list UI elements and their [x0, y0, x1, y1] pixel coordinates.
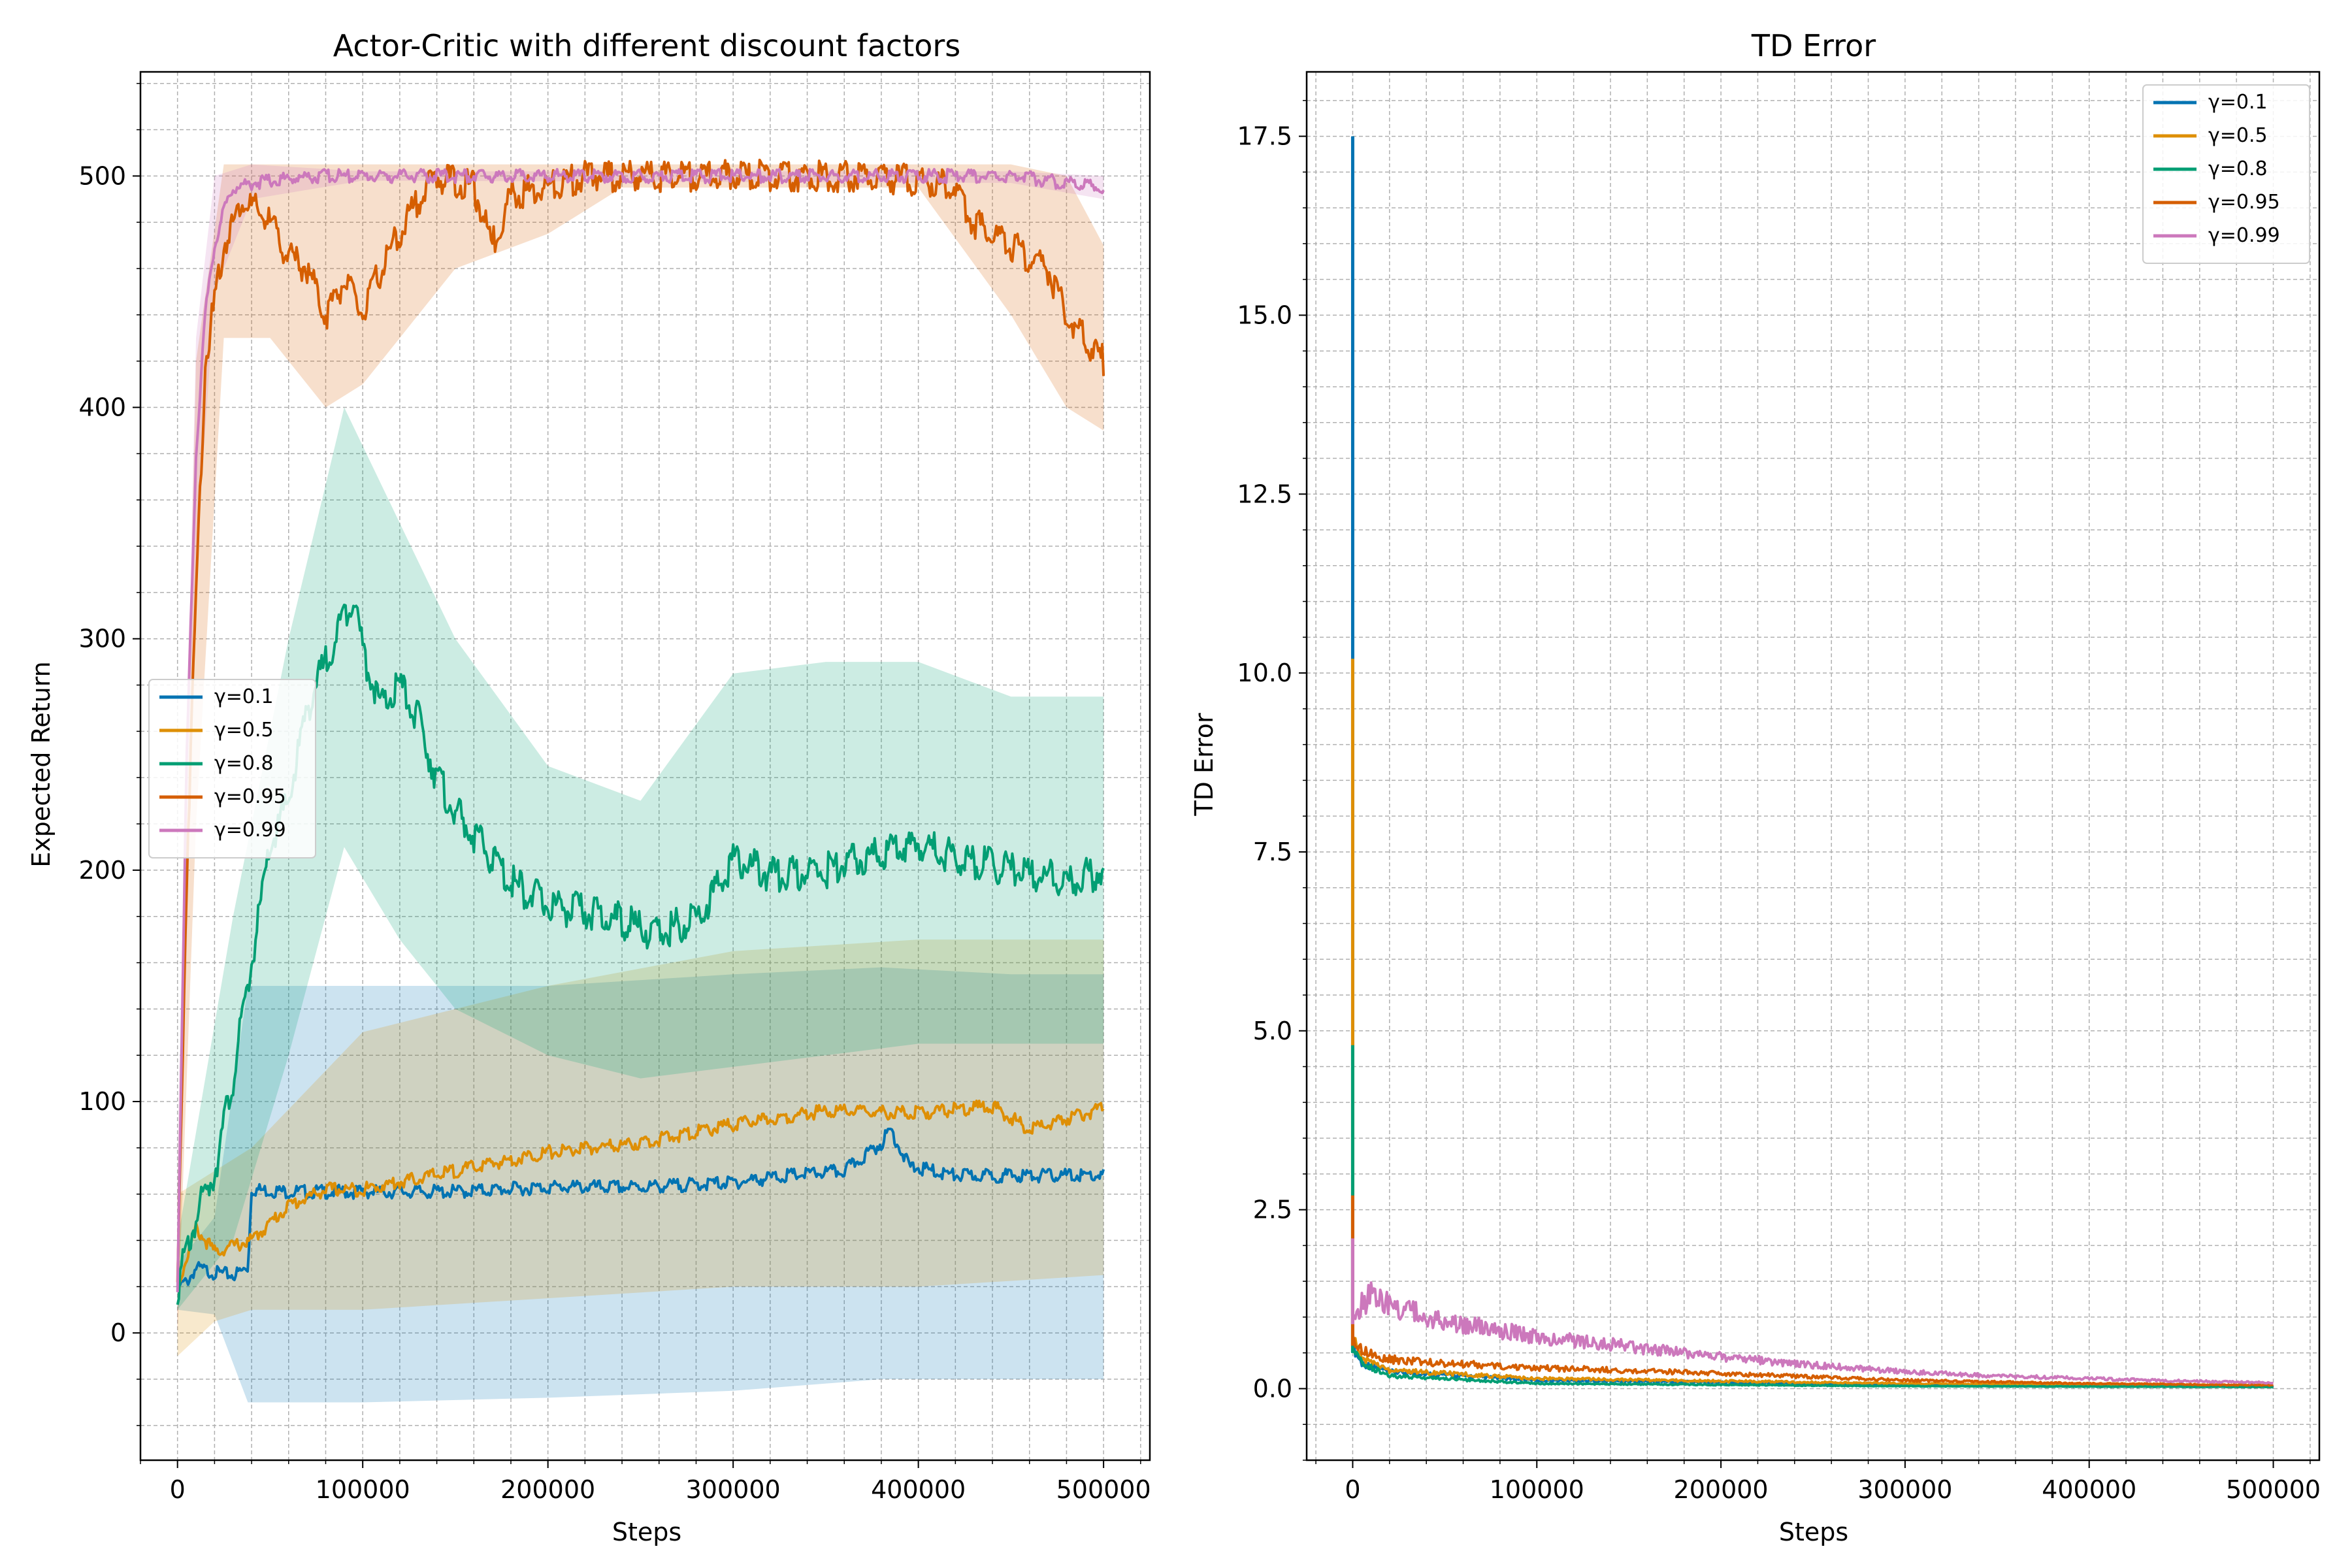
x-tick-label: 200000 — [1674, 1475, 1769, 1504]
line-series-2 — [176, 603, 1105, 1305]
x-tick-label: 100000 — [316, 1475, 410, 1504]
line-series-2 — [1352, 1349, 2274, 1389]
left-gridlines — [140, 72, 1150, 1460]
y-tick-label: 0 — [110, 1318, 126, 1347]
legend-label: γ=0.99 — [2208, 224, 2280, 247]
x-tick-label: 500000 — [2226, 1475, 2321, 1504]
right-x-axis-label: Steps — [1779, 1518, 1848, 1546]
legend-label: γ=0.8 — [2208, 157, 2268, 180]
line-series-4 — [1351, 1281, 2274, 1385]
legend-box — [148, 679, 316, 858]
right-plot-frame — [1305, 71, 2321, 1462]
left-legend: γ=0.1 γ=0.5 γ=0.8 γ=0.95 γ=0.99 — [148, 679, 316, 858]
x-tick-label: 500000 — [1056, 1475, 1151, 1504]
right-gridlines — [1307, 72, 2319, 1461]
y-tick-label: 7.5 — [1253, 838, 1292, 866]
legend-label: γ=0.5 — [214, 719, 274, 742]
y-tick-label: 500 — [78, 161, 126, 190]
y-tick-label: 400 — [78, 393, 126, 422]
legend-label: γ=0.99 — [214, 819, 286, 841]
line-series-3 — [176, 158, 1105, 1282]
band-series-1 — [177, 939, 1104, 1356]
left-chart-panel: Actor-Critic with different discount fac… — [27, 28, 1151, 1546]
x-tick-label: 200000 — [500, 1475, 595, 1504]
legend-label: γ=0.95 — [214, 785, 286, 808]
left-y-axis-label: Expected Return — [27, 661, 56, 867]
right-y-ticks: 0.0 2.5 5.0 7.5 10.0 12.5 15.0 17.5 — [1237, 100, 1307, 1461]
legend-label: γ=0.8 — [214, 752, 274, 775]
left-plot-frame — [139, 71, 1151, 1462]
y-tick-label: 300 — [78, 625, 126, 653]
left-chart-title: Actor-Critic with different discount fac… — [333, 28, 961, 63]
y-tick-label: 200 — [78, 856, 126, 885]
left-x-axis-label: Steps — [612, 1518, 681, 1546]
legend-label: γ=0.1 — [214, 685, 274, 708]
right-series-lines — [1350, 136, 2274, 1389]
band-series-3 — [177, 164, 1104, 1333]
left-confidence-bands — [177, 164, 1104, 1403]
y-tick-label: 10.0 — [1237, 659, 1292, 687]
legend-label: γ=0.1 — [2208, 91, 2268, 114]
y-tick-label: 2.5 — [1253, 1196, 1292, 1224]
left-series-lines — [176, 158, 1105, 1305]
x-tick-label: 100000 — [1490, 1475, 1584, 1504]
right-y-axis-label: TD Error — [1190, 713, 1218, 817]
y-tick-label: 12.5 — [1237, 480, 1292, 508]
x-tick-label: 400000 — [871, 1475, 966, 1504]
band-series-0 — [177, 967, 1104, 1403]
band-series-2 — [177, 407, 1104, 1310]
y-tick-label: 0.0 — [1253, 1374, 1292, 1403]
legend-box — [2142, 84, 2310, 264]
left-y-ticks: 0 100 200 300 400 500 — [78, 82, 140, 1426]
line-series-3 — [1351, 1335, 2274, 1387]
line-series-1 — [176, 1100, 1105, 1286]
line-series-0 — [176, 1128, 1105, 1287]
y-tick-label: 15.0 — [1237, 301, 1292, 329]
right-chart-title: TD Error — [1751, 28, 1876, 63]
x-tick-label: 300000 — [686, 1475, 781, 1504]
x-tick-label: 0 — [170, 1475, 186, 1504]
legend-label: γ=0.5 — [2208, 124, 2268, 147]
legend-label: γ=0.95 — [2208, 191, 2280, 214]
y-tick-label: 5.0 — [1253, 1017, 1292, 1045]
right-x-ticks: 0 100000 200000 300000 400000 500000 — [1315, 1460, 2321, 1504]
right-chart-panel: TD Error 0 100000 200000 300000 400000 500000… — [1190, 28, 2321, 1546]
x-tick-label: 300000 — [1857, 1475, 1952, 1504]
y-tick-label: 17.5 — [1237, 122, 1292, 151]
y-tick-label: 100 — [78, 1087, 126, 1116]
left-x-ticks: 0 100000 200000 300000 400000 500000 — [140, 1460, 1151, 1504]
line-series-4 — [176, 167, 1105, 1292]
right-legend: γ=0.1 γ=0.5 γ=0.8 γ=0.95 γ=0.99 — [2142, 84, 2310, 264]
x-tick-label: 0 — [1345, 1475, 1360, 1504]
x-tick-label: 400000 — [2042, 1475, 2136, 1504]
